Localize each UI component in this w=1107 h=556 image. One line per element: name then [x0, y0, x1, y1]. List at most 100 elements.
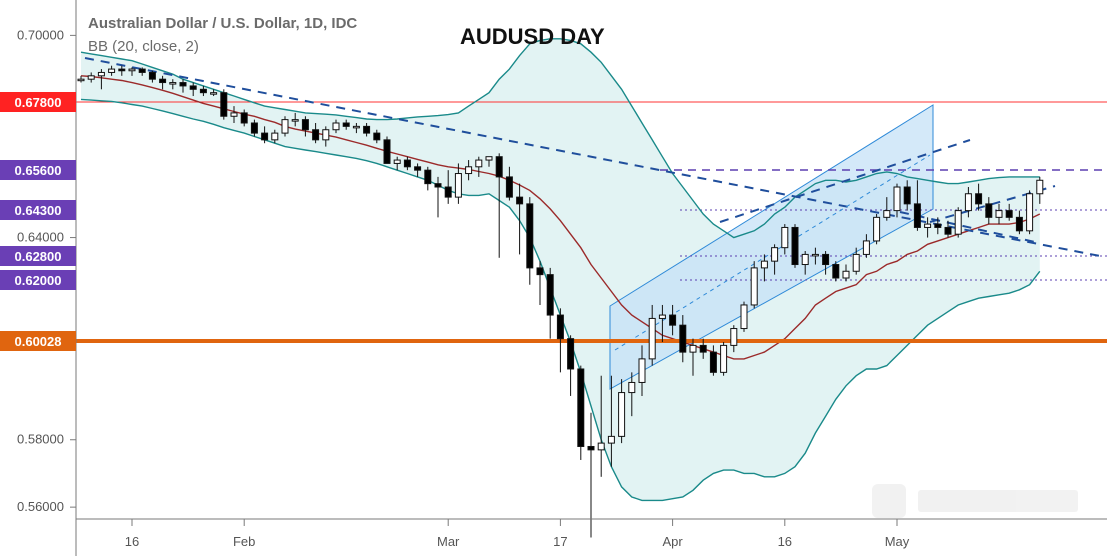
candle [1036, 176, 1044, 204]
candle-body [199, 88, 207, 94]
candle [424, 166, 432, 191]
candle [352, 122, 360, 134]
candle-body [893, 186, 901, 212]
rising-channel [609, 104, 934, 390]
candle-body [342, 122, 350, 127]
chart-title: AUDUSD DAY [460, 24, 605, 49]
candle-body [658, 314, 666, 319]
candle-body [771, 247, 779, 262]
candle [414, 163, 422, 177]
candle [271, 129, 279, 144]
candle-body [526, 203, 534, 269]
candle-body [495, 156, 503, 178]
indicator-header: BB (20, close, 2) [88, 38, 199, 55]
candle-body [169, 82, 177, 85]
candle-body [750, 267, 758, 306]
candle [822, 251, 830, 275]
candle [383, 136, 391, 164]
candle-body [924, 223, 932, 228]
candle-body [97, 71, 105, 77]
candle-body [434, 183, 442, 188]
candle [903, 180, 911, 211]
price-badge: 0.64300 [0, 200, 76, 220]
x-axis-ticks: 16 Feb Mar 17 Apr 16 May [125, 519, 910, 549]
candle [118, 65, 126, 76]
candle [638, 345, 646, 396]
candle [873, 213, 881, 245]
candle-body [760, 260, 768, 269]
price-badge: 0.67800 [0, 92, 76, 112]
candle-body [842, 270, 850, 279]
candle [628, 372, 636, 417]
price-badge-label: 0.62000 [15, 273, 62, 288]
y-tick-label: 0.64000 [17, 230, 64, 245]
candle [709, 345, 717, 376]
candle [1026, 190, 1034, 235]
candle-body [607, 435, 615, 444]
candle [301, 116, 309, 137]
price-badge-label: 0.64300 [15, 203, 62, 218]
candle-body [597, 442, 605, 451]
candle-body [852, 253, 860, 272]
candle [281, 116, 289, 137]
candle-body [1026, 193, 1034, 232]
price-badge-box [0, 246, 76, 266]
candle-body [618, 392, 626, 437]
candle-body [373, 132, 381, 141]
candle-body [240, 112, 248, 124]
candle-body [638, 358, 646, 383]
y-tick-label: 0.56000 [17, 499, 64, 514]
candle-body [505, 176, 513, 198]
candle [261, 126, 269, 144]
candle-body [1015, 216, 1023, 232]
candle [454, 163, 462, 204]
candle [322, 126, 330, 147]
candle [505, 166, 513, 201]
candle-body [862, 240, 870, 255]
candle [883, 197, 891, 221]
candle-body [332, 122, 340, 131]
candle [985, 197, 993, 225]
price-badge: 0.62800 [0, 246, 76, 266]
candle-body [281, 119, 289, 134]
candle [954, 207, 962, 238]
candle-body [628, 381, 636, 394]
watermark [872, 484, 1078, 518]
candle [679, 315, 687, 363]
candle-body [791, 226, 799, 266]
candle-body [1036, 179, 1044, 195]
candle [740, 301, 748, 332]
candle-body [832, 264, 840, 279]
candle [791, 224, 799, 268]
candle [485, 156, 493, 167]
price-badge: 0.65600 [0, 160, 76, 180]
x-tick-label: 17 [553, 534, 567, 549]
candle-body [454, 173, 462, 198]
candle [1005, 203, 1013, 221]
candle [475, 156, 483, 177]
candle [924, 217, 932, 238]
x-tick-label: 16 [778, 534, 792, 549]
candle-body [210, 92, 218, 95]
candle-body [648, 317, 656, 360]
candle-body [944, 226, 952, 235]
candle-body [689, 344, 697, 353]
candle [964, 187, 972, 218]
candle [373, 129, 381, 144]
candle-body [954, 210, 962, 235]
price-badge-label: 0.62800 [15, 249, 62, 264]
candle [220, 89, 228, 120]
candle-body [138, 68, 146, 73]
candle [975, 183, 983, 211]
candle [597, 375, 605, 477]
candle-body [352, 125, 360, 129]
candle [567, 335, 575, 396]
candle [801, 251, 809, 275]
candle [842, 264, 850, 282]
triangle-upper-line [929, 185, 1056, 223]
x-tick-label: Mar [437, 534, 460, 549]
candle-body [801, 253, 809, 266]
candle [771, 244, 779, 275]
candle-body [128, 68, 136, 72]
